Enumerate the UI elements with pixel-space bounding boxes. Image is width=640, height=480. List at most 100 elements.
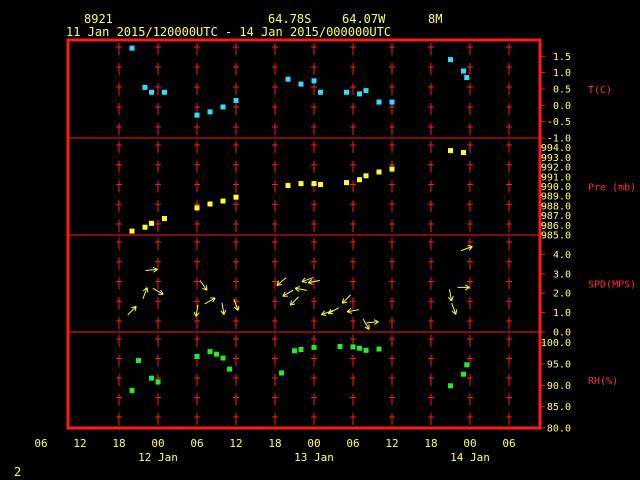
temp-point xyxy=(285,76,291,82)
longitude: 64.07W xyxy=(342,12,386,26)
y-tick-label: 991.0 xyxy=(541,172,571,183)
wind-arrow-head xyxy=(321,314,327,317)
wind-arrow-shaft xyxy=(451,302,457,315)
wind-arrow-head xyxy=(464,284,470,288)
wind-arrow-head xyxy=(193,311,197,317)
wind-vector xyxy=(199,280,208,291)
wind-arrow-head xyxy=(327,309,332,314)
rh-point xyxy=(464,362,470,368)
y-tick-label: -1.0 xyxy=(547,134,571,145)
pressure-point xyxy=(233,194,239,200)
y-tick-label: 985.0 xyxy=(541,231,571,242)
rh-point xyxy=(311,344,317,350)
temp-point xyxy=(142,84,148,90)
y-tick-label: 80.0 xyxy=(547,424,571,435)
temp-point xyxy=(298,81,304,87)
y-tick-label: 990.0 xyxy=(541,182,571,193)
temp-point xyxy=(162,89,167,95)
wind-arrow-head xyxy=(282,291,286,297)
wind-vector xyxy=(233,299,240,311)
wind-arrow-shaft xyxy=(221,302,225,315)
wind-arrow-shaft xyxy=(199,280,208,291)
wind-arrow-head xyxy=(294,287,300,292)
y-tick-label: 90.0 xyxy=(547,381,571,392)
wind-vector xyxy=(145,266,158,273)
rh-point xyxy=(461,371,466,377)
y-tick-label: -0.5 xyxy=(547,117,571,128)
wind-vector xyxy=(294,286,307,292)
rh-point xyxy=(292,348,297,354)
rh-point xyxy=(448,383,453,389)
panel-label-rh: RH(%) xyxy=(588,376,618,387)
panel-label-temp: T(C) xyxy=(588,85,612,96)
y-tick-label: 1.0 xyxy=(553,308,571,319)
y-tick-label: 4.0 xyxy=(553,250,571,261)
rh-point xyxy=(298,346,304,352)
pressure-point xyxy=(344,180,349,186)
y-tick-label: 992.0 xyxy=(541,163,571,174)
wind-arrow-shaft xyxy=(295,287,307,291)
wind-arrow-head xyxy=(364,326,370,330)
wind-arrow-head xyxy=(341,298,345,304)
rh-point xyxy=(279,370,284,376)
wind-vector xyxy=(276,277,287,286)
x-tick-label: 18 xyxy=(112,437,125,450)
temp-point xyxy=(344,89,349,95)
x-tick-label: 12 xyxy=(229,437,242,450)
wind-arrow-head xyxy=(212,297,216,303)
x-tick-label: 12 xyxy=(385,437,398,450)
pressure-point xyxy=(285,183,291,189)
wind-arrow-head xyxy=(233,306,239,311)
pressure-point xyxy=(162,216,167,222)
pressure-point xyxy=(194,205,200,211)
rh-point xyxy=(357,345,362,351)
wind-arrow-head xyxy=(451,310,457,315)
rh-point xyxy=(337,344,343,350)
pressure-point xyxy=(149,220,154,226)
rh-point xyxy=(363,347,369,353)
rh-point xyxy=(149,375,154,381)
pressure-point xyxy=(357,177,362,183)
station-id: 8921 xyxy=(84,12,113,26)
y-tick-label: 993.0 xyxy=(541,153,571,164)
wind-arrow-shaft xyxy=(282,289,294,297)
y-tick-label: 1.0 xyxy=(553,68,571,79)
wind-arrow-shaft xyxy=(341,294,352,304)
wind-arrow-head xyxy=(223,309,227,315)
x-tick-label: 06 xyxy=(34,437,47,450)
wind-arrow-head xyxy=(307,282,313,285)
x-tick-label: 06 xyxy=(346,437,359,450)
rh-point xyxy=(136,358,141,364)
wind-arrow-shaft xyxy=(145,268,158,271)
pressure-point xyxy=(142,224,148,230)
y-tick-label: 987.0 xyxy=(541,211,571,222)
y-tick-label: 95.0 xyxy=(547,360,571,371)
x-tick-label: 18 xyxy=(424,437,437,450)
y-tick-label: 85.0 xyxy=(547,402,571,413)
wind-arrow-head xyxy=(447,296,452,302)
rh-point xyxy=(220,355,226,361)
wind-arrow-head xyxy=(346,308,352,313)
wind-arrow-shaft xyxy=(347,309,359,313)
wind-arrow-shaft xyxy=(142,287,148,300)
station-height: 8M xyxy=(428,12,443,26)
y-tick-label: 989.0 xyxy=(541,192,571,203)
page-number: 2 xyxy=(14,465,22,479)
wind-vector xyxy=(142,287,149,300)
wind-arrow-head xyxy=(134,306,137,312)
rh-point xyxy=(350,344,356,350)
wind-arrow-head xyxy=(146,287,149,293)
plot-frame xyxy=(66,38,542,430)
wind-arrow-head xyxy=(276,284,282,286)
wind-vector xyxy=(204,297,216,305)
pressure-point xyxy=(311,181,317,187)
wind-arrow-shaft xyxy=(328,307,339,315)
wind-vector xyxy=(220,302,227,315)
panel-label-pressure: Pre (mb) xyxy=(588,183,636,194)
temp-point xyxy=(357,91,362,97)
wind-arrow-shaft xyxy=(460,246,473,252)
temp-point xyxy=(194,112,200,118)
wind-vector xyxy=(346,308,359,314)
wind-vector xyxy=(362,318,370,330)
